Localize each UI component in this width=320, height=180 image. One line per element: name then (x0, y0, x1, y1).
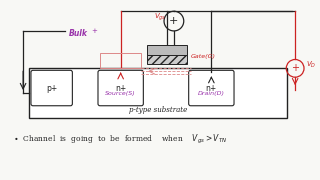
Text: p+: p+ (46, 84, 57, 93)
FancyBboxPatch shape (98, 70, 143, 106)
Text: Bulk: Bulk (69, 29, 88, 38)
Text: $V_{gs}$: $V_{gs}$ (154, 11, 166, 23)
Text: n+: n+ (206, 84, 217, 93)
Text: Drain(D): Drain(D) (198, 91, 225, 96)
Text: +: + (291, 63, 299, 73)
Text: +: + (169, 16, 179, 26)
Text: Gate(G): Gate(G) (191, 54, 216, 59)
Bar (147, 55, 187, 64)
Text: n+: n+ (115, 84, 126, 93)
Text: p-type substrate: p-type substrate (129, 106, 187, 114)
FancyBboxPatch shape (189, 70, 234, 106)
Text: Source(S): Source(S) (105, 91, 136, 96)
Bar (100, 53, 141, 68)
FancyBboxPatch shape (31, 70, 72, 106)
Bar (29, 68, 287, 118)
Text: $\bullet$  Channel  is  going  to  be  formed    when    $V_{gs} > V_{TN}$: $\bullet$ Channel is going to be formed … (13, 133, 228, 146)
Text: +: + (91, 28, 97, 34)
Text: $V_D$: $V_D$ (306, 60, 316, 71)
Bar (147, 45, 187, 55)
